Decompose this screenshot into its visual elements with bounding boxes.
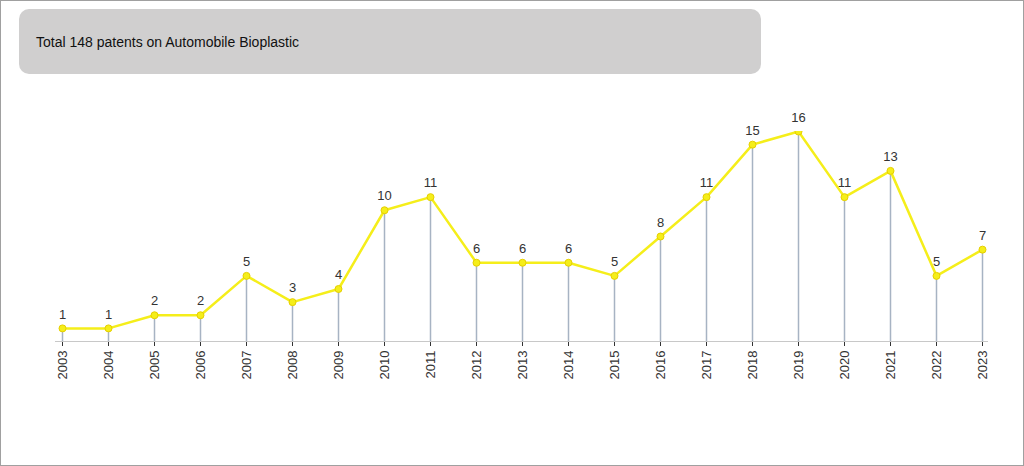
svg-text:15: 15 [745, 123, 759, 138]
svg-text:2014: 2014 [561, 351, 576, 380]
svg-text:2005: 2005 [147, 351, 162, 380]
svg-text:2003: 2003 [55, 351, 70, 380]
svg-text:2013: 2013 [515, 351, 530, 380]
svg-text:2007: 2007 [239, 351, 254, 380]
svg-text:1: 1 [105, 307, 112, 322]
svg-text:2011: 2011 [423, 351, 438, 379]
svg-text:2022: 2022 [929, 351, 944, 380]
svg-text:7: 7 [979, 228, 986, 243]
svg-text:2012: 2012 [469, 351, 484, 380]
svg-text:2015: 2015 [607, 351, 622, 380]
svg-text:5: 5 [243, 254, 250, 269]
svg-text:10: 10 [377, 188, 391, 203]
svg-text:2008: 2008 [285, 351, 300, 380]
svg-text:2004: 2004 [101, 351, 116, 380]
svg-text:2006: 2006 [193, 351, 208, 380]
svg-text:11: 11 [424, 175, 438, 190]
svg-text:4: 4 [335, 267, 342, 282]
svg-text:16: 16 [791, 110, 805, 125]
svg-text:13: 13 [883, 149, 897, 164]
svg-text:11: 11 [838, 175, 852, 190]
svg-text:2019: 2019 [791, 351, 806, 380]
svg-text:2016: 2016 [653, 351, 668, 380]
svg-text:5: 5 [933, 254, 940, 269]
svg-text:2017: 2017 [699, 351, 714, 380]
svg-text:6: 6 [473, 241, 480, 256]
svg-text:2018: 2018 [745, 351, 760, 380]
svg-text:2: 2 [151, 293, 158, 308]
svg-text:6: 6 [519, 241, 526, 256]
svg-text:11: 11 [700, 175, 714, 190]
svg-text:2021: 2021 [883, 351, 898, 380]
svg-text:2: 2 [197, 293, 204, 308]
svg-text:5: 5 [611, 254, 618, 269]
svg-text:2023: 2023 [975, 351, 990, 380]
svg-text:2020: 2020 [837, 351, 852, 380]
svg-text:2010: 2010 [377, 351, 392, 380]
svg-text:3: 3 [289, 280, 296, 295]
svg-text:1: 1 [59, 307, 66, 322]
svg-text:8: 8 [657, 215, 664, 230]
html-text:Total 148 patents on Automobil: Total 148 patents on Automobile Bioplast… [36, 33, 300, 50]
svg-text:6: 6 [565, 241, 572, 256]
svg-text:2009: 2009 [331, 351, 346, 380]
